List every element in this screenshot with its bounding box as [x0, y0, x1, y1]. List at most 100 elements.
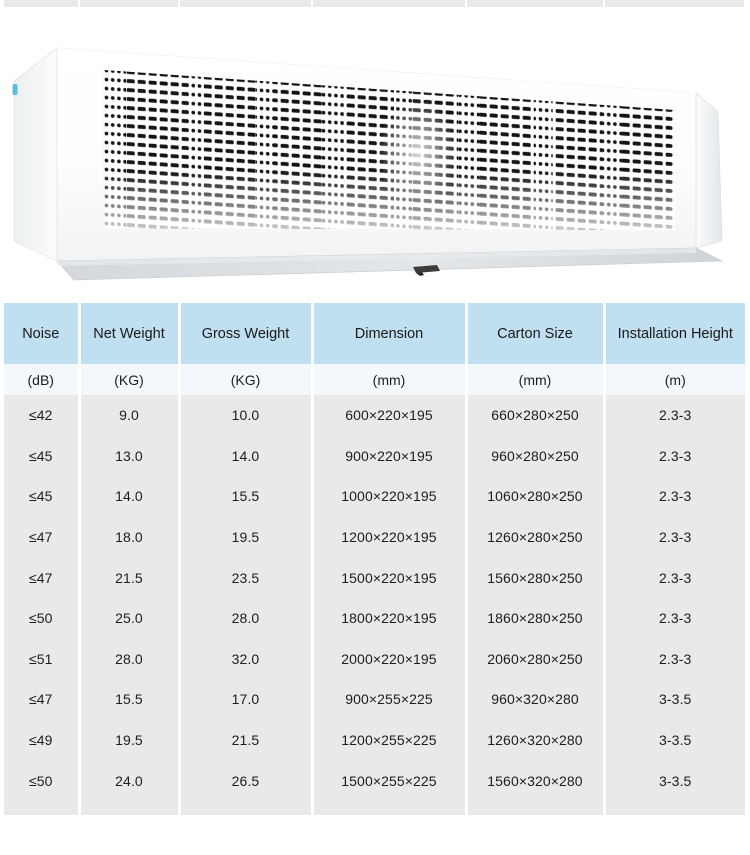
cell-carton-size: 1260×320×280	[466, 719, 606, 761]
top-cut-off-cell	[4, 0, 80, 7]
left-end-cap	[13, 47, 58, 262]
unit-dimension: (mm)	[312, 364, 468, 395]
cell-dimension: 1500×220×195	[312, 557, 468, 598]
table-row: ≤45 14.0 15.5 1000×220×195 1060×280×250 2.3-3	[4, 476, 745, 517]
cell-noise: ≤47	[4, 557, 81, 598]
table-row: ≤50 25.0 28.0 1800×220×195 1860×280×250 2.3-3	[4, 597, 745, 639]
cell-net-weight: 13.0	[79, 435, 181, 477]
top-cut-off-cell	[79, 0, 181, 7]
top-cut-off-cell	[467, 0, 606, 7]
column-header-net-weight: Net Weight	[79, 303, 181, 364]
cell-gross-weight: 28.0	[179, 597, 314, 639]
cell-gross-weight: 26.5	[179, 760, 314, 801]
cell-installation-height: 3-3.5	[604, 760, 745, 801]
cell-net-weight: 21.5	[79, 557, 181, 598]
table-row: ≤42 9.0 10.0 600×220×195 660×280×250 2.3-3	[4, 395, 745, 436]
cell-carton-size: 660×280×250	[466, 395, 606, 436]
cell-carton-size: 2060×280×250	[466, 638, 606, 680]
top-cut-off-cell	[180, 0, 314, 7]
cell-gross-weight: 14.0	[179, 435, 314, 477]
filler-cell	[312, 800, 468, 815]
column-header-carton-size: Carton Size	[466, 303, 606, 364]
filler-cell	[466, 800, 606, 815]
top-cut-off-cell	[313, 0, 468, 7]
unit-net-weight: (KG)	[79, 364, 181, 395]
cell-carton-size: 1060×280×250	[466, 476, 606, 517]
cell-gross-weight: 15.5	[179, 476, 314, 517]
grille-panel	[104, 70, 675, 230]
brand-accent-nub	[12, 84, 18, 95]
table-header-row: Noise Net Weight Gross Weight Dimension …	[4, 303, 745, 364]
table-row: ≤47 15.5 17.0 900×255×225 960×320×280 3-3.5	[4, 679, 745, 720]
cell-dimension: 2000×220×195	[312, 638, 468, 680]
column-header-gross-weight: Gross Weight	[179, 303, 314, 364]
cell-dimension: 900×255×225	[312, 679, 468, 720]
air-curtain-illustration	[0, 8, 750, 296]
cell-noise: ≤42	[4, 395, 81, 436]
cell-carton-size: 1260×280×250	[466, 516, 606, 558]
table-body: ≤42 9.0 10.0 600×220×195 660×280×250 2.3-3 ≤45…	[4, 395, 745, 815]
cell-gross-weight: 32.0	[179, 638, 314, 680]
right-end-cap	[695, 92, 723, 249]
cell-installation-height: 2.3-3	[604, 516, 745, 558]
cell-carton-size: 1560×280×250	[466, 557, 606, 598]
cell-dimension: 1200×220×195	[312, 516, 468, 558]
cell-dimension: 1200×255×225	[312, 719, 468, 761]
cell-gross-weight: 23.5	[179, 557, 314, 598]
control-switch	[413, 265, 440, 276]
cell-installation-height: 3-3.5	[604, 679, 745, 720]
table-row: ≤49 19.5 21.5 1200×255×225 1260×320×280 3-3.5	[4, 719, 745, 761]
unit-carton-size: (mm)	[466, 364, 606, 395]
cell-net-weight: 28.0	[79, 638, 181, 680]
cell-noise: ≤47	[4, 679, 81, 720]
cell-installation-height: 2.3-3	[604, 597, 745, 639]
cell-net-weight: 9.0	[79, 395, 181, 436]
table-row: ≤47 18.0 19.5 1200×220×195 1260×280×250 2.3-3	[4, 516, 745, 558]
cell-noise: ≤45	[4, 476, 81, 517]
cell-dimension: 600×220×195	[312, 395, 468, 436]
product-image	[0, 8, 750, 296]
top-cut-off-cell	[605, 0, 745, 7]
cell-noise: ≤50	[4, 760, 81, 801]
cell-installation-height: 3-3.5	[604, 719, 745, 761]
cell-net-weight: 25.0	[79, 597, 181, 639]
cell-noise: ≤45	[4, 435, 81, 477]
cell-installation-height: 2.3-3	[604, 476, 745, 517]
cell-installation-height: 2.3-3	[604, 557, 745, 598]
cell-gross-weight: 17.0	[179, 679, 314, 720]
cell-carton-size: 960×320×280	[466, 679, 606, 720]
cell-gross-weight: 10.0	[179, 395, 314, 436]
cell-carton-size: 960×280×250	[466, 435, 606, 477]
cell-gross-weight: 19.5	[179, 516, 314, 558]
unit-gross-weight: (KG)	[179, 364, 314, 395]
cell-installation-height: 2.3-3	[604, 435, 745, 477]
table-row: ≤50 24.0 26.5 1500×255×225 1560×320×280 3-3.5	[4, 760, 745, 801]
cell-net-weight: 15.5	[79, 679, 181, 720]
table-units-row: (dB) (KG) (KG) (mm) (mm) (m)	[4, 364, 745, 395]
filler-cell	[179, 800, 314, 815]
table-bottom-filler	[4, 800, 745, 815]
cell-gross-weight: 21.5	[179, 719, 314, 761]
cell-noise: ≤51	[4, 638, 81, 680]
unit-noise: (dB)	[4, 364, 81, 395]
column-header-noise: Noise	[4, 303, 81, 364]
filler-cell	[4, 800, 81, 815]
cell-noise: ≤50	[4, 597, 81, 639]
cell-noise: ≤49	[4, 719, 81, 761]
table-row: ≤47 21.5 23.5 1500×220×195 1560×280×250 2.3-3	[4, 557, 745, 598]
bottom-face	[56, 247, 723, 281]
cell-net-weight: 19.5	[79, 719, 181, 761]
cell-dimension: 1000×220×195	[312, 476, 468, 517]
cell-noise: ≤47	[4, 516, 81, 558]
filler-cell	[79, 800, 181, 815]
top-cut-off-row	[4, 0, 745, 7]
table-row: ≤45 13.0 14.0 900×220×195 960×280×250 2.3-3	[4, 435, 745, 477]
cell-net-weight: 14.0	[79, 476, 181, 517]
filler-cell	[604, 800, 745, 815]
cell-net-weight: 18.0	[79, 516, 181, 558]
cell-installation-height: 2.3-3	[604, 395, 745, 436]
cell-carton-size: 1560×320×280	[466, 760, 606, 801]
cell-dimension: 1800×220×195	[312, 597, 468, 639]
cell-dimension: 900×220×195	[312, 435, 468, 477]
specification-table: Noise Net Weight Gross Weight Dimension …	[4, 303, 745, 815]
